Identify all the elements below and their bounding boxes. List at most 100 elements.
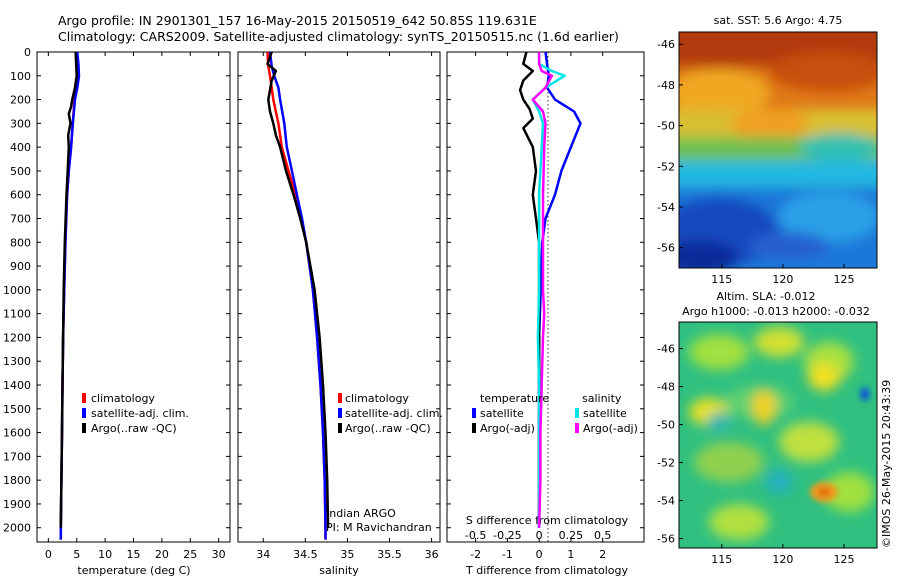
depth-tick-label: 2000 [3,522,31,535]
x-tick-label: 5 [73,548,80,561]
figure-title-line1: Argo profile: IN 2901301_157 16-May-2015… [58,13,537,28]
x-tick-label: 20 [155,548,169,561]
sla-map-axes: -46 -48 -50 -52 -54 -56 115 120 125 [657,343,854,566]
legend-swatch-temp-argo [472,423,476,433]
map-lat-label: -54 [657,201,675,214]
x-tick-label: 10 [98,548,112,561]
x-tick-label: 0 [45,548,52,561]
x-tick-label: -1 [502,548,513,561]
pi-annotation-line1: Indian ARGO [326,507,396,520]
x-tick-label: 0 [536,548,543,561]
sst-heatmap [678,31,878,269]
depth-tick-label: 1300 [3,355,31,368]
map-lat-label: -46 [657,38,675,51]
legend-label-temp-satellite: satellite [480,407,524,420]
legend-label-temp-argo: Argo(-adj) [480,422,535,435]
map-lat-label: -54 [657,495,675,508]
sla-map-title: Altim. SLA: -0.012 [716,290,815,303]
map-lat-label: -50 [657,120,675,133]
s-tick-label: 0.5 [594,529,612,542]
depth-tick-label: 400 [10,141,31,154]
map-lat-label: -48 [657,381,675,394]
depth-axis: 0 100 200 300 400 500 600 700 800 900 1000 1100 1200… [3,46,644,535]
salinity-x-axis: 34 34.5 35 35.5 36 [256,52,439,561]
legend-label-climatology: climatology [91,392,155,405]
legend-swatch-temp-satellite [472,408,476,418]
depth-tick-label: 800 [10,236,31,249]
legend-label-argo: Argo(..raw -QC) [345,422,431,435]
x-tick-label: 25 [183,548,197,561]
legend-swatch-satellite-adj [82,408,86,418]
s-tick-label: -0.25 [493,529,521,542]
salinity-series [266,52,330,540]
depth-tick-label: 1000 [3,284,31,297]
temperature-x-axis: 0 5 10 15 20 25 30 [45,52,226,561]
map-lon-label: 120 [772,273,793,286]
depth-tick-label: 1800 [3,474,31,487]
map-lat-label: -52 [657,160,675,173]
difference-xlabel: T difference from climatology [465,564,628,577]
difference-xlabel-top: S difference from climatology [466,514,629,527]
x-tick-label: 34 [256,548,270,561]
depth-tick-label: 700 [10,213,31,226]
s-tick-label: 0 [536,529,543,542]
difference-legend: temperature salinity satellite Argo(-adj… [472,392,638,435]
depth-tick-label: 0 [24,46,31,59]
s-tick-label: -0.5 [465,529,486,542]
s-tick-label: 0.25 [559,529,584,542]
difference-x-axis: -2 -1 0 1 2 -0.5 -0.25 0 0.25 0.5 [465,52,612,561]
legend-swatch-climatology [82,393,86,403]
legend-swatch-sal-satellite [575,408,579,418]
sla-heatmap [678,321,878,549]
map-lon-label: 115 [711,273,732,286]
x-tick-label: 35.5 [377,548,402,561]
salinity-panel-frame [237,51,441,543]
sst-map-axes: -46 -48 -50 -52 -54 -56 115 120 125 [657,38,854,286]
pi-annotation-line2: PI: M Ravichandran [326,521,432,534]
series-line-salinity-satellite [531,52,566,528]
map-lat-label: -50 [657,419,675,432]
legend-label-argo: Argo(..raw -QC) [91,422,177,435]
legend-label-sal-satellite: satellite [583,407,627,420]
x-tick-label: 35 [340,548,354,561]
map-lat-label: -56 [657,533,675,546]
map-lat-label: -52 [657,457,675,470]
legend-label-satellite-adj: satellite-adj. clim. [91,407,189,420]
depth-tick-label: 200 [10,94,31,107]
series-line-salinity-argo-adj- [531,52,554,528]
legend-header-temperature: temperature [480,392,549,405]
legend-swatch-climatology [338,393,342,403]
temperature-series [59,52,81,540]
figure-title-line2: Climatology: CARS2009. Satellite-adjuste… [58,29,619,44]
legend-label-sal-argo: Argo(-adj) [583,422,638,435]
map-lat-label: -48 [657,79,675,92]
map-lon-label: 115 [711,553,732,566]
depth-tick-label: 1700 [3,450,31,463]
map-lat-label: -56 [657,242,675,255]
difference-series [518,52,582,528]
legend-header-salinity: salinity [582,392,622,405]
legend-swatch-satellite-adj [338,408,342,418]
series-line-argo-raw-qc- [266,52,330,528]
depth-tick-label: 500 [10,165,31,178]
map-lat-label: -46 [657,343,675,356]
salinity-legend: climatology satellite-adj. clim. Argo(..… [338,392,443,435]
series-line-argo-raw-qc- [59,52,78,528]
depth-tick-label: 900 [10,260,31,273]
temperature-xlabel: temperature (deg C) [77,564,190,577]
temperature-panel-frame [36,51,231,543]
sla-map-subtitle: Argo h1000: -0.013 h2000: -0.032 [682,305,870,318]
x-tick-label: 30 [212,548,226,561]
x-tick-label: 34.5 [293,548,318,561]
sst-map-title: sat. SST: 5.6 Argo: 4.75 [714,14,843,27]
depth-tick-label: 300 [10,117,31,130]
x-tick-label: -2 [470,548,481,561]
series-line-satellite-adj-clim- [268,52,327,540]
depth-tick-label: 100 [10,70,31,83]
depth-tick-label: 1500 [3,403,31,416]
depth-tick-label: 1900 [3,498,31,511]
depth-tick-label: 600 [10,189,31,202]
map-lon-label: 120 [772,553,793,566]
depth-tick-label: 1200 [3,331,31,344]
